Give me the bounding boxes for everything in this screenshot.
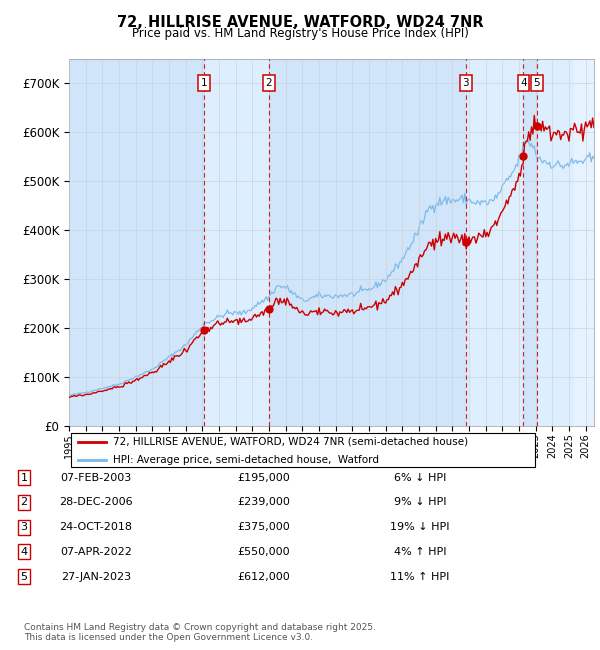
Text: 1: 1 bbox=[200, 78, 208, 88]
Text: 3: 3 bbox=[463, 78, 469, 88]
Text: 07-APR-2022: 07-APR-2022 bbox=[60, 547, 132, 557]
Text: 2: 2 bbox=[20, 497, 28, 508]
Text: 4% ↑ HPI: 4% ↑ HPI bbox=[394, 547, 446, 557]
Text: 3: 3 bbox=[20, 522, 28, 532]
Text: £195,000: £195,000 bbox=[238, 473, 290, 483]
Text: 72, HILLRISE AVENUE, WATFORD, WD24 7NR: 72, HILLRISE AVENUE, WATFORD, WD24 7NR bbox=[116, 15, 484, 31]
Text: 24-OCT-2018: 24-OCT-2018 bbox=[59, 522, 133, 532]
Text: £612,000: £612,000 bbox=[238, 571, 290, 582]
Text: £239,000: £239,000 bbox=[238, 497, 290, 508]
Bar bbox=[69, 58, 204, 426]
Text: 11% ↑ HPI: 11% ↑ HPI bbox=[391, 571, 449, 582]
Text: 28-DEC-2006: 28-DEC-2006 bbox=[59, 497, 133, 508]
Text: 4: 4 bbox=[20, 547, 28, 557]
Bar bbox=[523, 58, 537, 426]
Text: £375,000: £375,000 bbox=[238, 522, 290, 532]
Text: 9% ↓ HPI: 9% ↓ HPI bbox=[394, 497, 446, 508]
Text: 27-JAN-2023: 27-JAN-2023 bbox=[61, 571, 131, 582]
Text: 19% ↓ HPI: 19% ↓ HPI bbox=[390, 522, 450, 532]
Text: 72, HILLRISE AVENUE, WATFORD, WD24 7NR (semi-detached house): 72, HILLRISE AVENUE, WATFORD, WD24 7NR (… bbox=[113, 437, 469, 447]
Text: 5: 5 bbox=[533, 78, 541, 88]
Text: 1: 1 bbox=[20, 473, 28, 483]
Text: Price paid vs. HM Land Registry's House Price Index (HPI): Price paid vs. HM Land Registry's House … bbox=[131, 27, 469, 40]
Text: 5: 5 bbox=[20, 571, 28, 582]
Bar bbox=[574, 58, 594, 426]
Text: Contains HM Land Registry data © Crown copyright and database right 2025.
This d: Contains HM Land Registry data © Crown c… bbox=[24, 623, 376, 642]
Text: 2: 2 bbox=[266, 78, 272, 88]
Text: £550,000: £550,000 bbox=[238, 547, 290, 557]
Text: 6% ↓ HPI: 6% ↓ HPI bbox=[394, 473, 446, 483]
Text: HPI: Average price, semi-detached house,  Watford: HPI: Average price, semi-detached house,… bbox=[113, 455, 379, 465]
FancyBboxPatch shape bbox=[71, 434, 535, 467]
Text: 4: 4 bbox=[520, 78, 527, 88]
Bar bbox=[269, 58, 466, 426]
Text: 07-FEB-2003: 07-FEB-2003 bbox=[61, 473, 131, 483]
